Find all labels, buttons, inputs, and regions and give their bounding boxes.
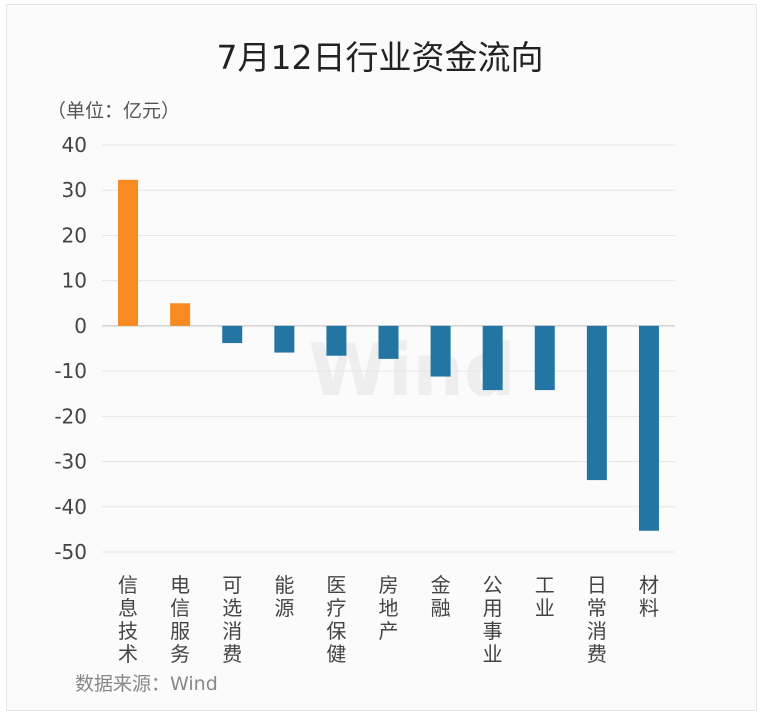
bar: [118, 179, 139, 326]
bars: [118, 179, 659, 531]
bar: [274, 325, 295, 353]
bar: [378, 325, 399, 359]
y-tick-label: 40: [62, 133, 87, 157]
bar: [638, 325, 659, 531]
category-label: 电信服务: [170, 573, 190, 666]
bar-chart: 7月12日行业资金流向 （单位：亿元） Wind 403020100-10-20…: [47, 38, 675, 695]
category-label: 能源: [274, 573, 294, 620]
chart-title: 7月12日行业资金流向: [217, 38, 544, 77]
y-tick-label: -10: [54, 359, 87, 383]
bar: [222, 325, 243, 344]
y-tick-label: -50: [54, 540, 87, 564]
y-tick-label: 20: [62, 223, 87, 247]
category-label: 可选消费: [222, 573, 242, 666]
category-label: 医疗保健: [326, 573, 346, 666]
y-tick-label: -30: [54, 450, 87, 474]
category-label: 房地产: [379, 573, 399, 643]
y-axis-ticks: 40 30 20 10 0 -10 -20 -30 -40 -50: [54, 133, 87, 564]
category-label: 日常消费: [587, 573, 607, 666]
category-labels: 信息技术 电信服务 可选消费 能源 医疗保健 房地产 金融 公用事业 工业 日常消费 材料: [118, 573, 659, 666]
bar: [170, 303, 191, 326]
y-tick-label: -20: [54, 404, 87, 428]
y-tick-label: 30: [62, 178, 87, 202]
unit-label: （单位：亿元）: [47, 100, 180, 122]
chart-frame: 7月12日行业资金流向 （单位：亿元） Wind 40 30 20 10 0 -10 -20…: [6, 4, 757, 711]
bar: [430, 325, 451, 377]
bar: [482, 325, 503, 391]
bar: [326, 325, 347, 356]
gridlines: [102, 144, 675, 553]
y-tick-label: 0: [74, 314, 87, 338]
category-label: 材料: [639, 573, 659, 620]
bar: [586, 325, 607, 481]
category-label: 工业: [535, 573, 555, 620]
category-label: 信息技术: [118, 573, 138, 666]
category-label: 金融: [431, 573, 451, 620]
source-note: 数据来源：Wind: [75, 673, 218, 695]
bar: [534, 325, 555, 391]
category-label: 公用事业: [483, 573, 503, 666]
y-tick-label: -40: [54, 495, 87, 519]
y-tick-label: 10: [62, 269, 87, 293]
